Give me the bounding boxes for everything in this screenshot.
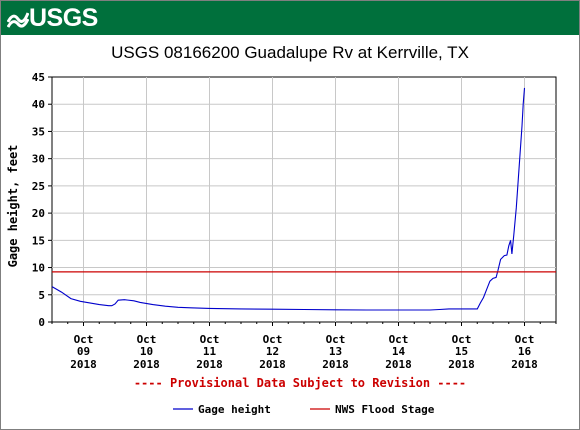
y-tick-label: 5 bbox=[38, 289, 45, 302]
usgs-banner: USGS bbox=[1, 1, 579, 35]
x-tick-day-label: 12 bbox=[266, 345, 279, 358]
x-tick-year-label: 2018 bbox=[385, 358, 412, 371]
x-tick-year-label: 2018 bbox=[70, 358, 97, 371]
y-tick-label: 10 bbox=[32, 262, 45, 275]
x-tick-day-label: 16 bbox=[518, 345, 532, 358]
y-tick-label: 30 bbox=[32, 153, 45, 166]
x-tick-month-label: Oct bbox=[263, 333, 283, 346]
y-tick-label: 20 bbox=[32, 207, 45, 220]
x-axis-ticks: Oct092018Oct102018Oct112018Oct122018Oct1… bbox=[51, 322, 557, 371]
x-tick-day-label: 13 bbox=[329, 345, 342, 358]
y-tick-label: 40 bbox=[32, 98, 45, 111]
legend: Gage height NWS Flood Stage bbox=[173, 403, 435, 416]
plot-area bbox=[51, 76, 557, 323]
x-tick-year-label: 2018 bbox=[259, 358, 286, 371]
legend-label: Gage height bbox=[198, 403, 271, 416]
x-tick-month-label: Oct bbox=[452, 333, 472, 346]
x-tick-day-label: 11 bbox=[203, 345, 217, 358]
x-tick-month-label: Oct bbox=[515, 333, 535, 346]
legend-label: NWS Flood Stage bbox=[335, 403, 435, 416]
y-tick-label: 35 bbox=[32, 125, 45, 138]
y-tick-label: 25 bbox=[32, 180, 45, 193]
chart-title: USGS 08166200 Guadalupe Rv at Kerrville,… bbox=[111, 43, 469, 62]
x-tick-month-label: Oct bbox=[389, 333, 409, 346]
x-tick-year-label: 2018 bbox=[511, 358, 538, 371]
y-axis-label: Gage height, feet bbox=[6, 145, 20, 268]
x-tick-day-label: 15 bbox=[455, 345, 468, 358]
usgs-wave-icon bbox=[7, 12, 29, 28]
x-tick-year-label: 2018 bbox=[322, 358, 349, 371]
x-tick-year-label: 2018 bbox=[196, 358, 223, 371]
x-tick-month-label: Oct bbox=[326, 333, 346, 346]
x-tick-month-label: Oct bbox=[200, 333, 220, 346]
y-tick-label: 0 bbox=[38, 316, 45, 329]
x-tick-year-label: 2018 bbox=[448, 358, 475, 371]
series-layer bbox=[51, 87, 556, 311]
y-axis-label-group: Gage height, feet bbox=[6, 145, 20, 268]
gage-height-line bbox=[51, 87, 526, 311]
plot-frame bbox=[51, 76, 557, 323]
x-tick-year-label: 2018 bbox=[133, 358, 160, 371]
x-tick-day-label: 10 bbox=[140, 345, 153, 358]
grid-lines bbox=[52, 77, 556, 322]
provisional-data-note: ---- Provisional Data Subject to Revisio… bbox=[134, 376, 466, 390]
x-tick-month-label: Oct bbox=[74, 333, 94, 346]
x-tick-day-label: 09 bbox=[77, 345, 90, 358]
x-tick-month-label: Oct bbox=[137, 333, 157, 346]
y-tick-label: 45 bbox=[32, 71, 45, 84]
usgs-logo-text: USGS bbox=[29, 4, 98, 32]
y-axis-ticks: 0 5 10 15 20 25 30 35 40 45 bbox=[32, 71, 52, 329]
x-tick-day-label: 14 bbox=[392, 345, 406, 358]
y-tick-label: 15 bbox=[32, 234, 45, 247]
